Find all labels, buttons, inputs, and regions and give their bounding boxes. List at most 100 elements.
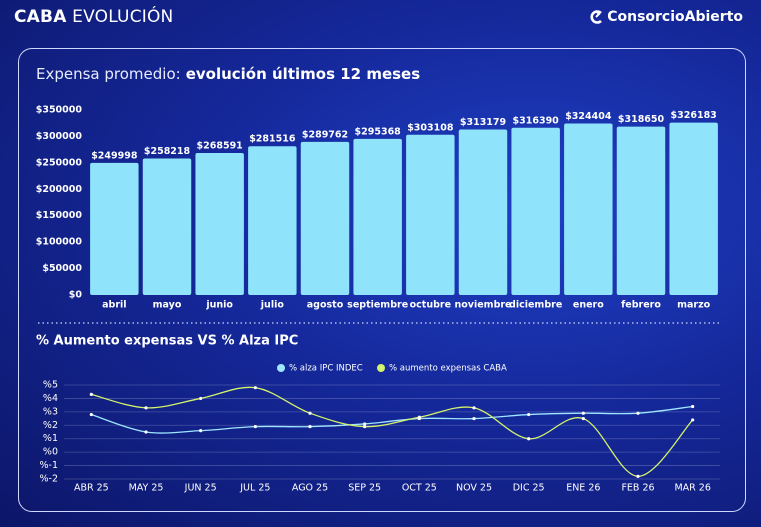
point xyxy=(417,415,421,419)
point xyxy=(636,474,640,478)
bar xyxy=(406,134,455,295)
y-tick-label: $350000 xyxy=(36,105,83,116)
value-label: $324404 xyxy=(565,111,612,122)
x-tick-label: octubre xyxy=(410,300,451,311)
bar xyxy=(616,126,666,296)
point xyxy=(308,425,312,429)
point xyxy=(363,425,367,429)
bar xyxy=(248,146,297,295)
point xyxy=(144,430,148,434)
chart-title: % Aumento expensas VS % Alza IPC xyxy=(36,334,298,349)
point xyxy=(691,404,695,409)
bar xyxy=(195,153,244,295)
panel xyxy=(18,48,746,512)
point xyxy=(581,416,585,421)
point xyxy=(581,411,585,415)
legend-marker xyxy=(377,364,385,372)
chart-title-bold: evolución últimos 12 meses xyxy=(186,65,421,83)
legend-label: % aumento expensas CABA xyxy=(389,364,507,374)
y-tick-label: $250000 xyxy=(36,157,83,168)
y-tick-label: $0 xyxy=(69,290,83,301)
point xyxy=(472,416,476,421)
x-tick-label: OCT 25 xyxy=(402,483,437,494)
bar xyxy=(142,158,192,295)
y-tick-label: $100000 xyxy=(36,237,83,248)
value-label: $303108 xyxy=(407,122,454,133)
x-tick-label: FEB 26 xyxy=(621,483,654,494)
value-label: $295368 xyxy=(355,126,402,137)
x-tick-label: ENE 26 xyxy=(566,483,600,494)
x-tick-label: julio xyxy=(260,300,285,311)
y-tick-label: %-1 xyxy=(40,460,59,471)
value-label: $313179 xyxy=(460,117,506,128)
value-label: $258218 xyxy=(144,146,191,157)
header-title-text: EVOLUCIÓN xyxy=(72,7,174,27)
x-tick-label: AGO 25 xyxy=(292,483,328,494)
value-label: $289762 xyxy=(302,129,348,140)
x-tick-label: febrero xyxy=(621,300,661,311)
brand: ConsorcioAbierto xyxy=(590,9,743,25)
x-tick-label: enero xyxy=(573,300,604,311)
value-label: $249998 xyxy=(91,150,138,161)
y-tick-label: $50000 xyxy=(42,263,82,274)
chart-title-prefix: Expensa promedio: xyxy=(36,65,181,83)
point xyxy=(527,437,531,441)
y-tick-label: %3 xyxy=(43,406,58,417)
x-tick-label: septiembre xyxy=(347,300,408,311)
x-tick-label: diciembre xyxy=(509,300,562,311)
brand-icon xyxy=(590,10,603,24)
y-tick-label: %0 xyxy=(43,447,58,458)
y-tick-label: $300000 xyxy=(36,131,83,142)
point xyxy=(199,429,203,433)
brand-name: ConsorcioAbierto xyxy=(607,9,743,25)
bar xyxy=(90,162,139,295)
point xyxy=(472,406,476,410)
x-tick-label: agosto xyxy=(307,300,344,311)
bar xyxy=(458,129,508,295)
y-tick-label: $200000 xyxy=(36,184,83,195)
bar xyxy=(564,123,613,295)
y-tick-label: %5 xyxy=(43,380,58,391)
value-label: $316390 xyxy=(513,115,560,126)
bar xyxy=(353,138,402,295)
header-title: CABA EVOLUCIÓN xyxy=(14,7,173,27)
legend-marker xyxy=(277,364,285,372)
x-tick-label: mayo xyxy=(153,300,182,311)
x-tick-label: junio xyxy=(205,300,233,311)
point xyxy=(308,411,312,415)
chart-title: Expensa promedio: evolución últimos 12 me… xyxy=(36,65,420,83)
y-tick-label: %-2 xyxy=(40,474,59,485)
header-title-bold: CABA xyxy=(14,7,67,27)
x-tick-label: marzo xyxy=(677,300,711,311)
point xyxy=(253,386,257,390)
y-tick-label: %2 xyxy=(43,420,58,431)
x-tick-label: SEP 25 xyxy=(348,483,381,494)
y-tick-label: %4 xyxy=(43,393,58,404)
point xyxy=(199,396,203,401)
value-label: $281516 xyxy=(249,134,296,145)
value-label: $318650 xyxy=(618,114,665,125)
legend-label: % alza IPC INDEC xyxy=(289,364,363,374)
x-tick-label: DIC 25 xyxy=(513,483,545,494)
point xyxy=(363,422,367,426)
x-tick-label: NOV 25 xyxy=(456,483,492,494)
x-tick-label: MAY 25 xyxy=(129,483,164,494)
bar xyxy=(300,141,350,295)
point xyxy=(89,392,93,396)
bar xyxy=(511,127,560,295)
x-tick-label: MAR 26 xyxy=(674,483,710,494)
x-tick-label: abril xyxy=(102,300,126,311)
y-tick-label: $150000 xyxy=(36,210,83,221)
point xyxy=(144,406,148,410)
y-tick-label: %1 xyxy=(43,433,58,444)
x-tick-label: JUN 25 xyxy=(184,483,217,494)
point xyxy=(636,411,640,415)
x-tick-label: noviembre xyxy=(454,300,511,311)
bar xyxy=(669,122,718,295)
x-tick-label: ABR 25 xyxy=(74,483,109,494)
point xyxy=(253,425,257,429)
series-line xyxy=(91,405,693,434)
value-label: $268591 xyxy=(197,141,243,152)
